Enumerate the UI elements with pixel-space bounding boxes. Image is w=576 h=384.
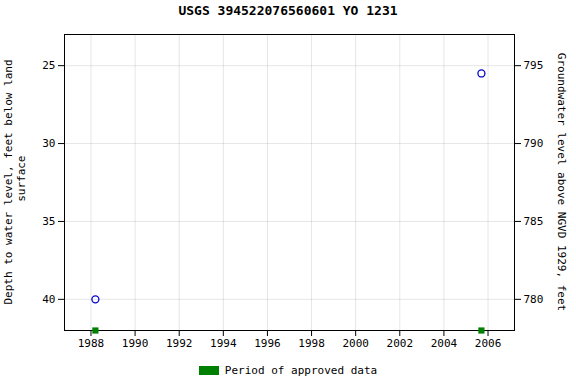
svg-text:25: 25 <box>42 59 55 72</box>
svg-text:Depth to water level, feet bel: Depth to water level, feet below land su… <box>2 59 28 304</box>
svg-text:1998: 1998 <box>298 337 325 350</box>
svg-text:1994: 1994 <box>210 337 237 350</box>
svg-text:40: 40 <box>42 293 55 306</box>
svg-text:1992: 1992 <box>166 337 193 350</box>
svg-text:795: 795 <box>524 59 544 72</box>
html-text:Period of approved data: Period of approved data <box>224 363 378 377</box>
svg-text:35: 35 <box>42 215 55 228</box>
svg-text:2000: 2000 <box>342 337 369 350</box>
svg-text:2004: 2004 <box>431 337 458 350</box>
svg-text:780: 780 <box>524 293 544 306</box>
svg-text:1996: 1996 <box>254 337 281 350</box>
svg-text:2006: 2006 <box>475 337 502 350</box>
svg-text:1990: 1990 <box>122 337 149 350</box>
svg-text:2002: 2002 <box>387 337 414 350</box>
svg-text:1988: 1988 <box>78 337 105 350</box>
svg-text:30: 30 <box>42 137 55 150</box>
html-text:USGS 394522076560601 YO 1231: USGS 394522076560601 YO 1231 <box>178 3 398 18</box>
svg-text:Groundwater level above NGVD 1: Groundwater level above NGVD 1929, feet <box>555 53 568 311</box>
svg-text:785: 785 <box>524 215 544 228</box>
svg-text:790: 790 <box>524 137 544 150</box>
